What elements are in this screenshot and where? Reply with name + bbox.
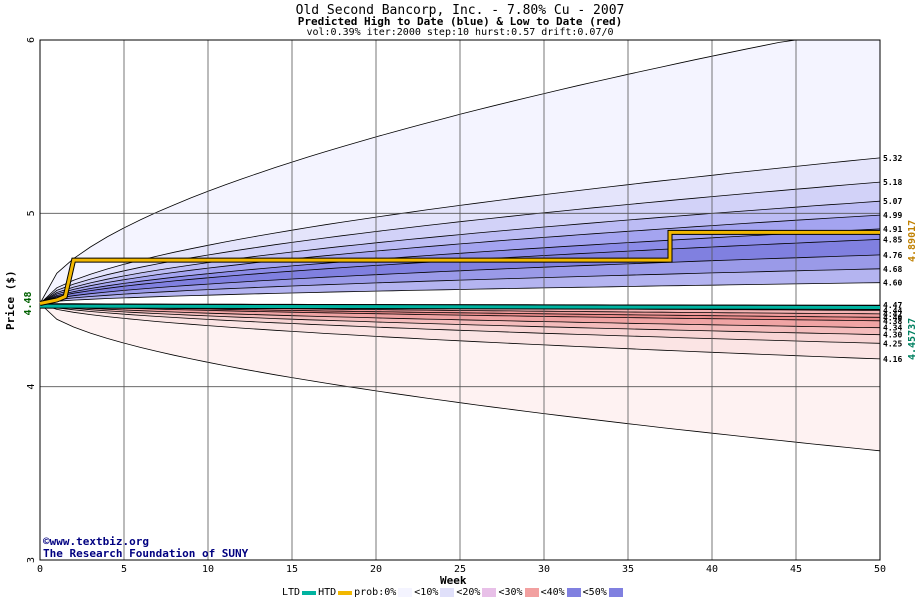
x-tick-label: 0	[37, 564, 43, 575]
legend-htd-swatch	[338, 590, 353, 595]
x-tick-label: 35	[622, 564, 634, 575]
chart-subtitle: Predicted High to Date (blue) & Low to D…	[297, 15, 623, 28]
high-probability-band	[40, 182, 880, 304]
quantile-value-label: 4.25	[883, 339, 902, 348]
legend-htd-label: HTD	[318, 587, 337, 598]
x-tick-label: 20	[370, 564, 382, 575]
quantile-value-label: 4.85	[883, 235, 902, 244]
legend-ltd-swatch	[302, 590, 317, 595]
credit-organization: The Research Foundation of SUNY	[43, 547, 249, 560]
quantile-value-label: 5.32	[883, 154, 902, 163]
x-tick-label: 50	[874, 564, 886, 575]
legend-swatch	[566, 588, 581, 597]
x-tick-label: 45	[790, 564, 802, 575]
quantile-value-label: 4.40	[883, 313, 902, 322]
x-tick-label: 5	[121, 564, 127, 575]
chart-params: vol:0.39% iter:2000 step:10 hurst:0.57 d…	[306, 27, 614, 38]
start-price-label: 4.48	[23, 291, 34, 315]
x-tick-label: 40	[706, 564, 718, 575]
legend-item-label: <50%	[582, 587, 607, 598]
ltd-line	[39, 304, 881, 309]
plot-frame	[39, 39, 881, 561]
x-tick-label: 15	[286, 564, 298, 575]
legend: LTD HTD prob:0% <10% <20% <30% <40% <50%	[0, 587, 920, 599]
y-tick-label: 6	[26, 37, 37, 43]
quantile-value-label: 4.99	[883, 211, 902, 220]
credit-website: ©www.textbiz.org	[43, 535, 149, 548]
quantile-value-label: 4.38	[883, 317, 902, 326]
legend-swatch	[608, 588, 623, 597]
quantile-value-label: 4.76	[883, 251, 902, 260]
quantile-value-label: 4.60	[883, 279, 902, 288]
chart-title: Old Second Bancorp, Inc. - 7.80% Cu - 20…	[295, 3, 625, 18]
legend-item-label: <10%	[414, 587, 439, 598]
quantile-value-label: 4.47	[883, 301, 902, 310]
x-axis-label: Week	[440, 574, 467, 587]
x-tick-label: 30	[538, 564, 550, 575]
y-axis-label: Price ($)	[4, 270, 17, 330]
high-probability-band	[40, 201, 880, 304]
low-probability-band	[40, 303, 880, 344]
legend-swatch	[482, 588, 497, 597]
legend-swatch	[524, 588, 539, 597]
quantile-value-label: 4.68	[883, 265, 902, 274]
htd-current-value: 4.89017	[907, 219, 918, 262]
low-probability-band	[40, 303, 880, 318]
quantile-value-label: 4.30	[883, 331, 902, 340]
low-probability-band	[40, 303, 880, 335]
legend-ltd-label: LTD	[282, 587, 301, 598]
ltd-current-value: 4.45737	[907, 317, 918, 360]
quantile-value-label: 4.44	[883, 306, 902, 315]
quantile-value-label: 4.34	[883, 324, 902, 333]
legend-swatch	[440, 588, 455, 597]
quantile-value-label: 4.16	[883, 355, 902, 364]
low-probability-band	[40, 303, 880, 321]
x-tick-label: 25	[454, 564, 466, 575]
legend-prob-label: prob:0%	[354, 587, 397, 598]
legend-item-label: <20%	[456, 587, 481, 598]
htd-line	[39, 230, 880, 305]
x-tick-label: 10	[202, 564, 214, 575]
quantile-value-label: 5.07	[883, 197, 902, 206]
legend-item-label: <30%	[498, 587, 523, 598]
legend-item-label: <40%	[540, 587, 565, 598]
high-probability-band	[40, 157, 880, 304]
quantile-value-label: 4.42	[883, 310, 902, 319]
y-tick-label: 3	[26, 557, 37, 563]
y-tick-label: 5	[26, 210, 37, 216]
legend-swatch	[398, 588, 413, 597]
quantile-value-label: 4.91	[883, 225, 902, 234]
quantile-value-label: 5.18	[883, 178, 902, 187]
y-tick-label: 4	[26, 384, 37, 390]
